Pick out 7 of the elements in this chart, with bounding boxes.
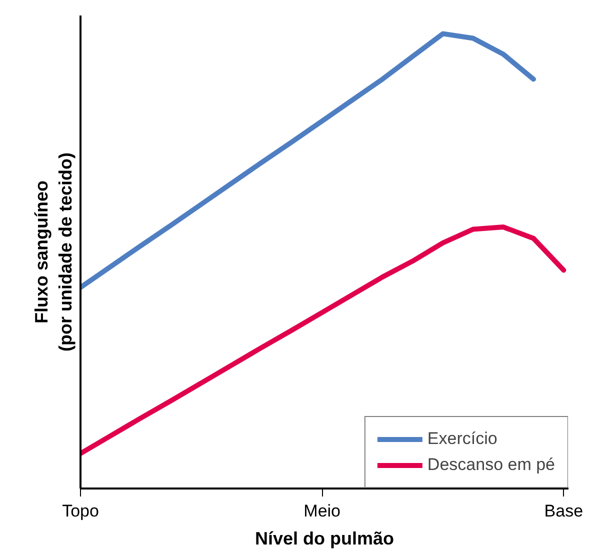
legend-label: Descanso em pé — [427, 455, 555, 475]
x-tick-label: Base — [544, 502, 584, 520]
y-axis-title: Fluxo sanguíneo (por unidade de tecido) — [32, 152, 76, 352]
x-tick-label: Topo — [62, 502, 99, 520]
x-tick-label: Meio — [304, 502, 341, 520]
x-axis-title: Nível do pulmão — [254, 528, 394, 548]
legend-label: Exercício — [427, 429, 498, 449]
